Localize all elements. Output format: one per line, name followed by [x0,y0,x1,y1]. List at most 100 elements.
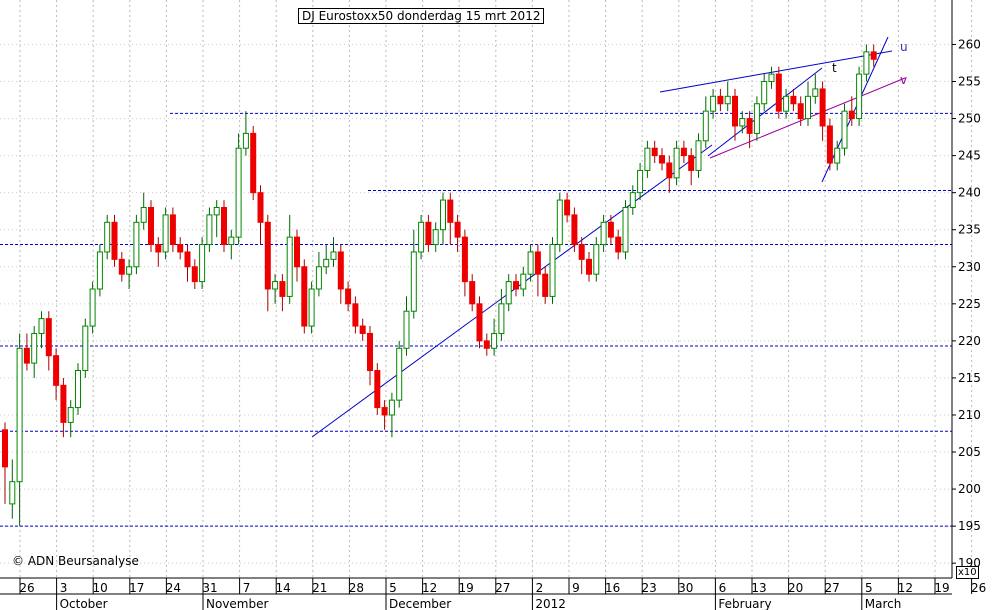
candle-down [819,88,826,127]
trendline-long-support [311,144,713,438]
candle-down [23,347,30,364]
candle-up [863,51,870,75]
y-tick-label: 195 [958,519,981,533]
candle-down [476,303,483,342]
candle-down [111,221,118,260]
candle-up [418,221,425,253]
candle-up [739,118,746,127]
candle-down [586,258,592,275]
candle-down [651,147,658,157]
candle-down [447,199,454,223]
candle-down [425,221,432,246]
candle-up [133,221,140,268]
grid [0,0,973,578]
candle-up [549,244,556,297]
x-tick-label: 28 [349,581,364,595]
x-tick-label: 2 [536,581,544,595]
x-tick-label: 16 [605,581,620,595]
candle-up [330,251,337,260]
candle-up [527,251,534,275]
candle-up [31,332,38,364]
candle-down [345,288,352,305]
candle-down [746,118,753,134]
candle-up [9,481,16,505]
x-tick-label: 23 [642,581,657,595]
month-label: February [718,597,771,610]
candle-up [89,288,96,327]
candle-up [637,169,644,194]
x-tick-label: 5 [389,581,397,595]
x-tick-label: 21 [312,581,327,595]
x-tick-label: 17 [129,581,144,595]
x-tick-label: 27 [825,581,840,595]
y-tick-label: 220 [958,334,981,348]
x-tick-label: 6 [719,581,727,595]
candle-up [67,407,74,423]
candle-down [279,281,286,297]
candle-up [104,221,111,253]
month-label: November [206,597,268,610]
candle-down [191,266,198,283]
candle-down [294,236,300,268]
x-tick-label: 14 [276,581,291,595]
candle-up [199,244,206,283]
candle-down [578,244,585,260]
candle-up [856,73,863,120]
candle-up [75,370,81,409]
candle-up [702,110,709,142]
y-tick-label: 215 [958,371,981,385]
y-tick-label: 200 [958,482,981,496]
x-tick-label: 30 [678,581,693,595]
candle-up [323,258,330,268]
trendline-label-u: u [900,40,908,54]
candle-down [717,95,724,105]
candle-down [352,303,359,327]
candle-up [498,303,505,334]
candle-up [242,132,249,149]
y-tick-label: 240 [958,186,981,200]
candle-up [724,95,731,105]
candle-up [213,206,220,216]
x-tick-label: 31 [202,581,217,595]
y-tick-label: 225 [958,297,981,311]
month-label: October [60,597,108,610]
candle-down [571,214,578,246]
x-tick-label: 7 [243,581,251,595]
x-tick-label: 27 [495,581,510,595]
y-tick-label: 250 [958,112,981,126]
candle-up [805,95,811,120]
x-tick-label: 19 [934,581,949,595]
y-tick-label: 255 [958,75,981,89]
x-tick-label: 24 [166,581,181,595]
candle-down [732,95,738,127]
y-tick-label: 235 [958,223,981,237]
candle-down [542,273,549,297]
candle-down [680,147,687,157]
horizontal-support-lines [0,112,952,527]
candle-down [367,332,373,372]
candle-down [615,236,622,253]
y-tick-label: 205 [958,445,981,459]
candle-down [483,340,490,349]
candle-up [228,236,235,246]
candle-up [162,214,169,253]
candle-down [775,73,782,112]
x-tick-label: 19 [459,581,474,595]
y-tick-label: 245 [958,149,981,163]
candle-down [688,155,695,171]
y-tick-label: 230 [958,260,981,274]
candle-up [673,147,680,179]
candle-down [513,281,519,290]
y-tick-label: 210 [958,408,981,422]
candle-up [140,206,147,223]
candle-up [593,244,600,275]
candle-down [381,407,388,416]
x-tick-label: 5 [865,581,873,595]
candle-down [155,244,162,253]
candle-down [118,258,125,275]
candle-down [184,251,191,268]
month-label: 2012 [535,597,566,610]
candle-down [374,370,381,409]
candle-down [301,266,308,327]
